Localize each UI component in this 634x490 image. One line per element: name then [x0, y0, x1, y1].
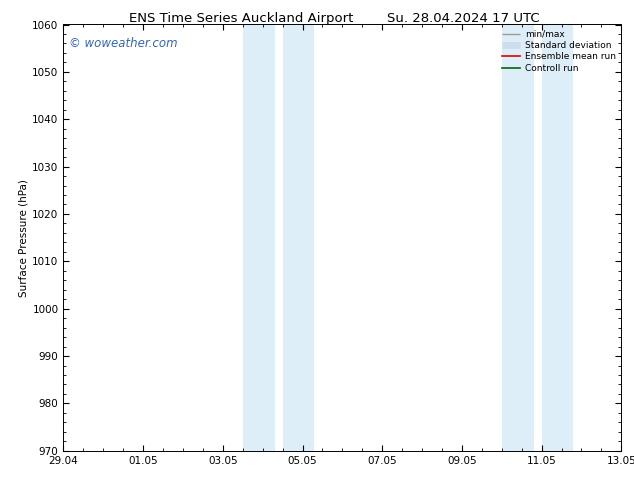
Bar	[541, 24, 574, 451]
Bar	[501, 24, 534, 451]
Text: Su. 28.04.2024 17 UTC: Su. 28.04.2024 17 UTC	[387, 12, 539, 25]
Bar	[283, 24, 314, 451]
Bar	[243, 24, 275, 451]
Text: ENS Time Series Auckland Airport: ENS Time Series Auckland Airport	[129, 12, 353, 25]
Y-axis label: Surface Pressure (hPa): Surface Pressure (hPa)	[18, 179, 28, 296]
Text: © woweather.com: © woweather.com	[69, 37, 178, 50]
Legend: min/max, Standard deviation, Ensemble mean run, Controll run: min/max, Standard deviation, Ensemble me…	[500, 27, 619, 75]
